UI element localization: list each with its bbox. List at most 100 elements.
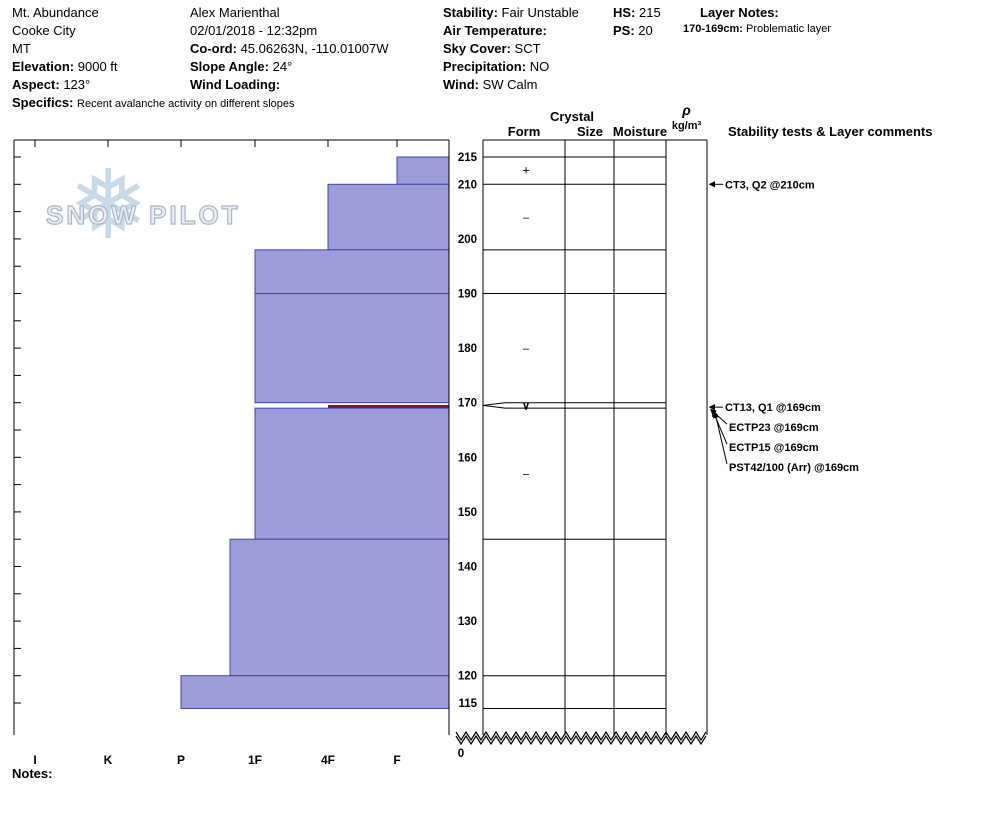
header-snowpack-block: HS: 215 PS: 20 xyxy=(613,4,661,40)
depth-axis-label: 180 xyxy=(458,343,477,355)
test-arrow xyxy=(713,411,728,465)
hardness-axis-label: F xyxy=(393,753,400,767)
header-conditions-block: Stability: Fair Unstable Air Temperature… xyxy=(443,4,579,94)
hardness-axis-label: I xyxy=(33,753,36,767)
layer-bar xyxy=(254,407,450,540)
observation-datetime: 02/01/2018 - 12:32pm xyxy=(190,23,318,38)
form-column-header: Form xyxy=(507,124,541,139)
layer-note-depth: 170-169cm: xyxy=(683,23,743,35)
density-column-header: ρ xyxy=(682,102,691,118)
coord-value: 45.06263N, -110.01007W xyxy=(240,41,389,56)
site-specifics-line: Specifics: Recent avalanche activity on … xyxy=(12,94,295,113)
layer-notes-label: Layer Notes: xyxy=(700,5,779,20)
crystal-form-symbol: ∨ xyxy=(522,400,530,412)
wind-loading-line: Wind Loading: xyxy=(190,76,388,94)
site-name: Mt. Abundance xyxy=(12,5,99,20)
stability-test-label: CT3, Q2 @210cm xyxy=(725,179,815,191)
air-temp-label: Air Temperature: xyxy=(443,23,547,38)
depth-axis-label: 170 xyxy=(458,398,477,410)
layer-note-line: 170-169cm: Problematic layer xyxy=(683,22,831,37)
layer-bar-flagged xyxy=(328,404,449,409)
depth-axis-label: 150 xyxy=(458,507,477,519)
header-site-block: Mt. Abundance Cooke City MT Elevation: 9… xyxy=(12,4,295,113)
stability-value: Fair Unstable xyxy=(501,5,579,20)
sky-cover-value: SCT xyxy=(514,41,541,56)
layer-bar xyxy=(254,249,450,295)
header-layer-notes-block: Layer Notes: 170-169cm: Problematic laye… xyxy=(683,4,831,37)
layer-bar xyxy=(229,538,450,677)
specifics-value: Recent avalanche activity on different s… xyxy=(77,98,295,110)
test-arrow xyxy=(712,409,728,445)
snowpilot-logo: ❅ SNOW PILOT xyxy=(40,158,270,268)
layer-bar xyxy=(327,183,450,251)
stability-label: Stability: xyxy=(443,5,498,20)
slope-angle-line: Slope Angle: 24° xyxy=(190,58,388,76)
coord-label: Co-ord: xyxy=(190,41,237,56)
wind-value: SW Calm xyxy=(482,77,538,92)
hardness-axis-label: K xyxy=(104,753,113,767)
depth-axis-label: 130 xyxy=(458,616,477,628)
notes-label: Notes: xyxy=(12,766,53,781)
elevation-label: Elevation: xyxy=(12,59,75,74)
layer-bar xyxy=(180,675,450,709)
pit-bottom-zigzag xyxy=(455,734,707,746)
stability-test-label: PST42/100 (Arr) @169cm xyxy=(729,462,859,474)
snowflake-icon: ❅ xyxy=(68,152,149,259)
precipitation-label: Precipitation: xyxy=(443,59,527,74)
depth-axis-label: 140 xyxy=(458,562,477,574)
observer-name: Alex Marienthal xyxy=(190,5,280,20)
ps-label: PS: xyxy=(613,23,635,38)
layer-bar xyxy=(396,156,450,185)
depth-axis-label: 120 xyxy=(458,671,477,683)
size-column-header: Size xyxy=(576,124,603,139)
sky-cover-label: Sky Cover: xyxy=(443,41,511,56)
hs-line: HS: 215 xyxy=(613,4,661,22)
aspect-label: Aspect: xyxy=(12,77,60,92)
wind-loading-label: Wind Loading: xyxy=(190,77,281,92)
depth-axis-label: 190 xyxy=(458,289,477,301)
sky-cover-line: Sky Cover: SCT xyxy=(443,40,579,58)
depth-axis-label: 200 xyxy=(458,234,477,246)
thin-layer-wedge-top xyxy=(482,402,666,406)
crystal-form-symbol: – xyxy=(523,469,530,481)
moisture-column-header: Moisture xyxy=(612,124,668,139)
hardness-axis-label: 4F xyxy=(321,753,335,767)
crystal-form-symbol: – xyxy=(523,212,530,224)
stability-line: Stability: Fair Unstable xyxy=(443,4,579,22)
aspect-value: 123° xyxy=(63,77,91,92)
header-observer-block: Alex Marienthal 02/01/2018 - 12:32pm Co-… xyxy=(190,4,388,94)
comments-column-header: Stability tests & Layer comments xyxy=(728,124,933,139)
stability-test-label: ECTP23 @169cm xyxy=(729,422,819,434)
hardness-axis-label: P xyxy=(177,753,185,767)
site-area: Cooke City xyxy=(12,23,76,38)
hardness-axis-label: 1F xyxy=(248,753,262,767)
wind-label: Wind: xyxy=(443,77,479,92)
stability-test-label: CT13, Q1 @169cm xyxy=(725,402,821,414)
layer-notes-title: Layer Notes: xyxy=(683,4,831,22)
elevation-value: 9000 ft xyxy=(77,59,118,74)
depth-axis-label: 160 xyxy=(458,452,477,464)
logo-text: SNOW PILOT xyxy=(45,199,241,230)
slope-angle-value: 24° xyxy=(272,59,293,74)
depth-axis-zero-label: 0 xyxy=(458,748,464,760)
hs-value: 215 xyxy=(639,5,661,20)
depth-axis-label: 115 xyxy=(458,698,477,710)
ps-line: PS: 20 xyxy=(613,22,661,40)
stability-test-label: ECTP15 @169cm xyxy=(729,442,819,454)
depth-axis-label: 215 xyxy=(458,152,478,164)
coord-line: Co-ord: 45.06263N, -110.01007W xyxy=(190,40,388,58)
wind-line: Wind: SW Calm xyxy=(443,76,579,94)
site-aspect-line: Aspect: 123° xyxy=(12,76,295,94)
thin-layer-wedge-bottom xyxy=(482,404,666,409)
density-unit-header: kg/m³ xyxy=(671,120,702,132)
site-state: MT xyxy=(12,41,31,56)
ps-value: 20 xyxy=(638,23,653,38)
hs-label: HS: xyxy=(613,5,636,20)
specifics-label: Specifics: xyxy=(12,95,74,110)
slope-angle-label: Slope Angle: xyxy=(190,59,269,74)
site-elevation-line: Elevation: 9000 ft xyxy=(12,58,295,76)
depth-axis-label: 210 xyxy=(458,179,477,191)
crystal-form-symbol: + xyxy=(522,163,530,178)
layer-note-text: Problematic layer xyxy=(746,23,831,35)
